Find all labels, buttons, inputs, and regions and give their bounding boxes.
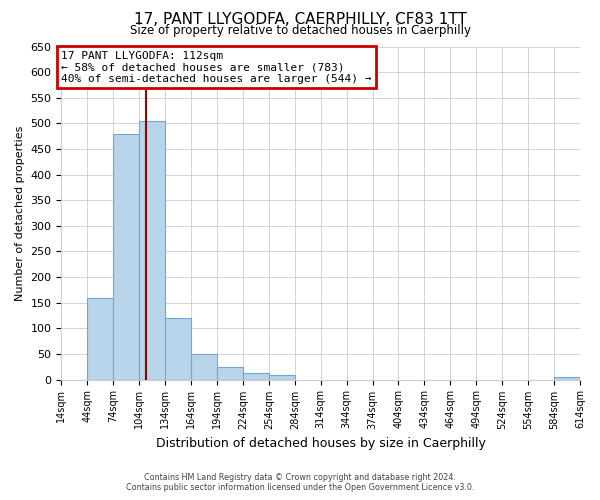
Bar [243,374,269,380]
Bar [191,354,217,380]
Text: Contains HM Land Registry data © Crown copyright and database right 2024.
Contai: Contains HM Land Registry data © Crown c… [126,473,474,492]
Text: 17, PANT LLYGODFA, CAERPHILLY, CF83 1TT: 17, PANT LLYGODFA, CAERPHILLY, CF83 1TT [134,12,466,28]
Bar [217,367,243,380]
Text: Size of property relative to detached houses in Caerphilly: Size of property relative to detached ho… [130,24,470,37]
Y-axis label: Number of detached properties: Number of detached properties [15,126,25,300]
Bar [269,376,295,380]
X-axis label: Distribution of detached houses by size in Caerphilly: Distribution of detached houses by size … [156,437,485,450]
Bar [88,298,113,380]
Bar [554,377,580,380]
Text: 17 PANT LLYGODFA: 112sqm
← 58% of detached houses are smaller (783)
40% of semi-: 17 PANT LLYGODFA: 112sqm ← 58% of detach… [61,50,372,84]
Bar [139,121,165,380]
Bar [113,134,139,380]
Bar [165,318,191,380]
